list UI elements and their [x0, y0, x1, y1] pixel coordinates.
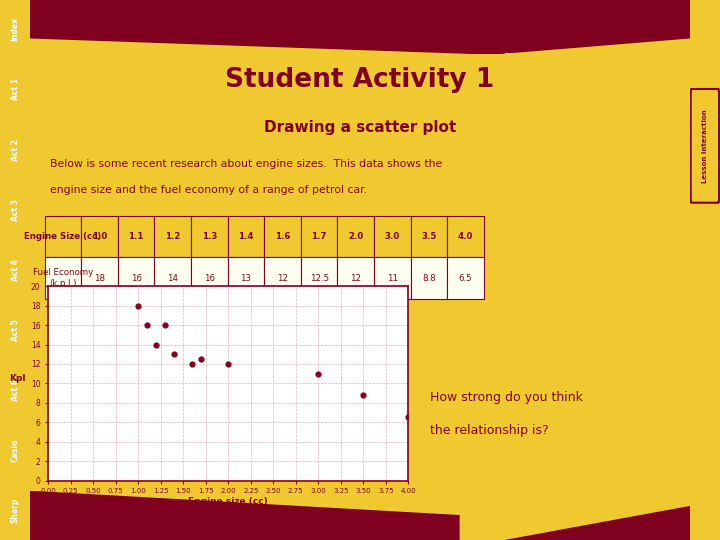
Text: 14: 14 — [167, 274, 179, 282]
Bar — [301, 258, 338, 299]
Text: 1.0: 1.0 — [92, 232, 107, 241]
Point — [186, 360, 198, 368]
Point — [132, 301, 144, 310]
Point — [357, 391, 369, 400]
Text: 16: 16 — [130, 274, 142, 282]
Text: 1.7: 1.7 — [311, 232, 327, 241]
Polygon shape — [30, 491, 459, 540]
Text: Act 1: Act 1 — [11, 78, 19, 100]
Bar — [228, 258, 264, 299]
Point — [402, 413, 414, 422]
Point — [222, 360, 234, 368]
Bar — [338, 258, 374, 299]
Text: Act 4: Act 4 — [11, 259, 19, 281]
Text: 18-16: 18-16 — [43, 528, 68, 537]
Text: 12: 12 — [277, 274, 288, 282]
Text: 13: 13 — [240, 274, 251, 282]
Text: Engine Size (cc): Engine Size (cc) — [24, 232, 102, 241]
Bar — [118, 216, 155, 258]
Text: Act 2: Act 2 — [11, 139, 19, 160]
Text: 1.6: 1.6 — [275, 232, 290, 241]
X-axis label: Engine size (cc): Engine size (cc) — [189, 497, 268, 506]
Bar — [264, 216, 301, 258]
Bar — [228, 216, 264, 258]
Text: How strong do you think: How strong do you think — [430, 392, 582, 404]
Text: Casio: Casio — [11, 439, 19, 462]
Y-axis label: Kpl: Kpl — [9, 374, 25, 383]
Bar — [447, 216, 484, 258]
Text: 16: 16 — [204, 274, 215, 282]
Polygon shape — [505, 506, 690, 540]
Polygon shape — [30, 0, 690, 54]
Text: Drawing a scatter plot: Drawing a scatter plot — [264, 120, 456, 134]
FancyBboxPatch shape — [690, 89, 719, 202]
Text: 3.0: 3.0 — [384, 232, 400, 241]
Bar — [81, 258, 118, 299]
Text: 11: 11 — [387, 274, 398, 282]
Text: 4.0: 4.0 — [458, 232, 473, 241]
Text: 18: 18 — [94, 274, 105, 282]
Bar — [374, 258, 410, 299]
Text: Fuel Economy
(k.p.l.): Fuel Economy (k.p.l.) — [33, 268, 93, 288]
Text: Student Activity 1: Student Activity 1 — [225, 67, 495, 93]
Bar — [374, 216, 410, 258]
Bar — [410, 258, 447, 299]
Point — [141, 321, 153, 329]
Bar — [191, 216, 228, 258]
Text: the relationship is?: the relationship is? — [430, 424, 549, 437]
Point — [150, 340, 162, 349]
Bar — [155, 216, 191, 258]
Text: 8.8: 8.8 — [422, 274, 436, 282]
Text: Act 5: Act 5 — [11, 319, 19, 341]
Text: 3.5: 3.5 — [421, 232, 436, 241]
Point — [195, 355, 207, 363]
Text: Act 6: Act 6 — [11, 380, 19, 401]
Text: 1.3: 1.3 — [202, 232, 217, 241]
Bar — [264, 258, 301, 299]
Bar — [118, 258, 155, 299]
Point — [159, 321, 171, 329]
Text: 2.0: 2.0 — [348, 232, 364, 241]
Bar — [191, 258, 228, 299]
Text: 12.5: 12.5 — [310, 274, 329, 282]
Bar — [155, 258, 191, 299]
Bar — [81, 216, 118, 258]
Bar — [45, 216, 81, 258]
Text: Index: Index — [11, 17, 19, 41]
Point — [168, 350, 180, 359]
Bar — [447, 258, 484, 299]
Text: 6.5: 6.5 — [459, 274, 472, 282]
Text: 1.2: 1.2 — [165, 232, 181, 241]
Point — [312, 369, 324, 378]
Text: engine size and the fuel economy of a range of petrol car.: engine size and the fuel economy of a ra… — [50, 185, 367, 195]
Bar — [45, 258, 81, 299]
Text: Lesson interaction: Lesson interaction — [702, 109, 708, 183]
Text: Show this information on a scatter diagram: Show this information on a scatter diagr… — [50, 316, 292, 327]
Text: Sharp: Sharp — [11, 498, 19, 523]
Bar — [338, 216, 374, 258]
Bar — [301, 216, 338, 258]
Text: 12: 12 — [350, 274, 361, 282]
Text: 1.4: 1.4 — [238, 232, 253, 241]
Text: 1.1: 1.1 — [128, 232, 144, 241]
Bar — [410, 216, 447, 258]
Text: Act 3: Act 3 — [11, 199, 19, 221]
Polygon shape — [505, 40, 690, 54]
Text: Below is some recent research about engine sizes.  This data shows the: Below is some recent research about engi… — [50, 159, 442, 169]
